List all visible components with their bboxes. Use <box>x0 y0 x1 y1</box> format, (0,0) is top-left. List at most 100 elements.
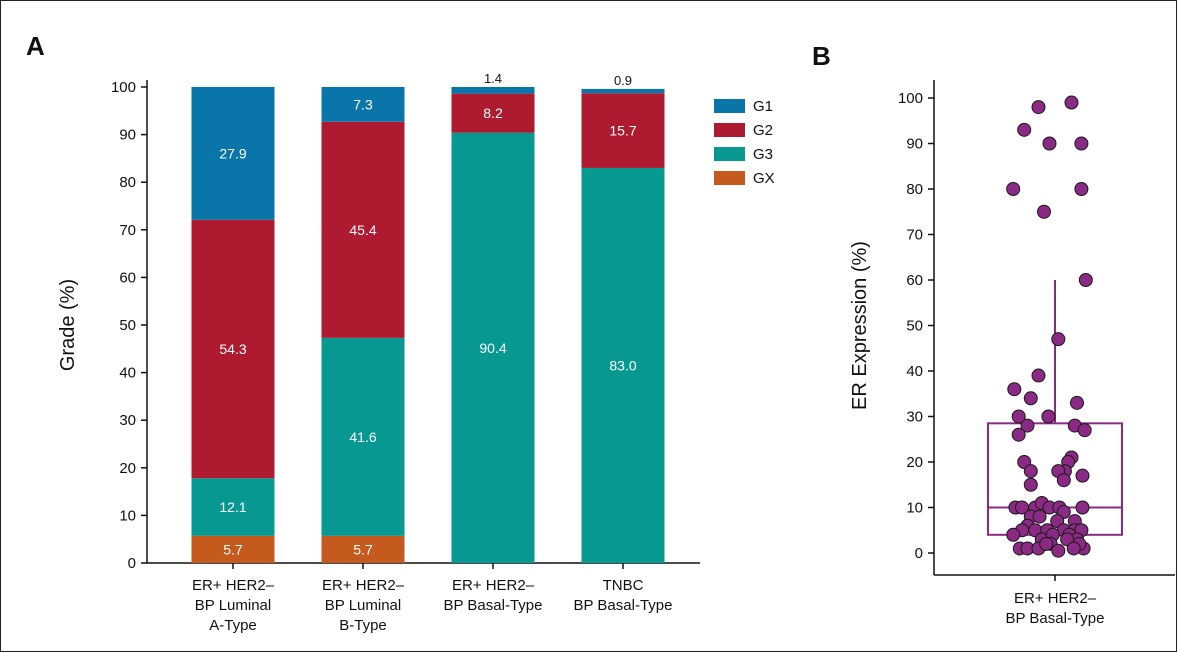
data-label: 8.2 <box>483 105 503 121</box>
data-label: 7.3 <box>353 96 373 112</box>
data-label: 45.4 <box>349 222 376 238</box>
bar-segment-g2 <box>321 121 405 338</box>
x-tick-label: TNBC <box>603 577 644 594</box>
scatter-point <box>1042 136 1057 151</box>
x-tick-label: B-Type <box>339 617 387 634</box>
data-label: 12.1 <box>219 499 246 515</box>
panel-a-label: A <box>26 31 45 61</box>
data-label: 83.0 <box>609 357 636 373</box>
bar-segment-g3 <box>321 337 405 536</box>
legend-swatch-g2 <box>714 123 745 137</box>
y-tick-label: 70 <box>119 222 136 239</box>
data-label: 5.7 <box>223 541 243 557</box>
y-tick-label: 100 <box>898 90 923 107</box>
scatter-point <box>1074 136 1089 151</box>
scatter-point <box>1051 543 1066 558</box>
bar-segment-g1 <box>581 88 665 94</box>
x-tick-label: BP Basal-Type <box>444 597 543 614</box>
scatter-point <box>1070 395 1084 410</box>
panel-b-label: B <box>812 41 831 71</box>
y-tick-label: 100 <box>111 79 136 96</box>
bar-segment-g1 <box>321 87 405 122</box>
bar-segment-g2 <box>451 93 535 133</box>
y-tick-label: 50 <box>906 318 923 335</box>
y-tick-label: 90 <box>119 127 136 144</box>
scatter-point <box>1006 527 1021 542</box>
legend-swatch-gx <box>714 171 745 185</box>
y-tick-label: 0 <box>915 545 923 562</box>
bar-segment-gx <box>191 535 275 563</box>
y-tick-label: 0 <box>128 555 136 572</box>
scatter-point <box>1077 423 1092 438</box>
scatter-point <box>1078 273 1093 287</box>
scatter-point <box>1075 468 1090 483</box>
scatter-point <box>1075 500 1090 515</box>
y-tick-label: 10 <box>119 507 136 524</box>
legend-swatch-g3 <box>714 147 745 161</box>
legend-label: G3 <box>753 146 773 163</box>
scatter-point <box>1041 409 1056 424</box>
legend-label: G1 <box>753 98 773 115</box>
scatter-point <box>1007 382 1022 397</box>
bar-segment-gx <box>321 535 405 563</box>
y-tick-label: 20 <box>119 460 136 477</box>
y-tick-label: 40 <box>906 363 923 380</box>
data-label: 5.7 <box>353 541 373 557</box>
data-label: 90.4 <box>479 340 506 356</box>
scatter-point <box>1064 95 1079 110</box>
data-label: 1.4 <box>484 71 502 86</box>
y-axis-title: Grade (%) <box>57 279 79 371</box>
x-tick-label: ER+ HER2– <box>192 577 275 594</box>
scatter-point <box>1051 332 1066 347</box>
x-tick-label: BP Luminal <box>325 597 401 614</box>
scatter-point <box>1023 391 1038 406</box>
scatter-point <box>1039 536 1054 551</box>
legend-label: G2 <box>753 122 773 139</box>
y-tick-label: 40 <box>119 365 136 382</box>
scatter-point <box>1032 509 1047 524</box>
legend-swatch-g1 <box>714 99 745 113</box>
scatter-point <box>1006 182 1021 196</box>
y-tick-label: 70 <box>906 227 923 244</box>
x-tick-label: ER+ HER2– <box>322 577 405 594</box>
scatter-point <box>1037 204 1051 219</box>
y-tick-label: 90 <box>906 136 923 153</box>
y-tick-label: 80 <box>906 181 923 198</box>
y-tick-label: 10 <box>906 500 923 517</box>
x-tick-label: ER+ HER2– <box>1014 590 1097 607</box>
bar-segment-g2 <box>191 219 275 479</box>
y-tick-label: 60 <box>906 272 923 289</box>
x-tick-label: BP Luminal <box>195 597 271 614</box>
panel-b-chart: 0 10 20 30 40 50 60 70 80 90 100 ER Expression (%) E… <box>849 80 1175 627</box>
scatter-point <box>1020 418 1035 433</box>
scatter-point <box>1031 368 1046 383</box>
data-label: 41.6 <box>349 429 376 445</box>
bar-segment-g1 <box>191 87 275 220</box>
bar-segment-g3 <box>451 132 535 564</box>
data-label: 27.9 <box>219 145 246 161</box>
data-label: 15.7 <box>609 123 636 139</box>
scatter-point <box>1031 100 1046 115</box>
y-tick-label: 50 <box>119 317 136 334</box>
data-label: 0.9 <box>614 73 632 88</box>
scatter-point <box>1066 541 1081 556</box>
scatter-point <box>1011 409 1026 424</box>
y-tick-label: 30 <box>119 412 136 429</box>
legend-label: GX <box>753 170 775 187</box>
y-tick-label: 30 <box>906 409 923 426</box>
scatter-point <box>1056 473 1071 488</box>
y-tick-label: 80 <box>119 174 136 191</box>
y-tick-label: 60 <box>119 269 136 286</box>
y-tick-label: 20 <box>906 454 923 471</box>
y-axis-title: ER Expression (%) <box>849 241 871 410</box>
bar-segment-g3 <box>581 167 665 564</box>
x-tick-label: BP Basal-Type <box>574 597 673 614</box>
scatter-point <box>1023 477 1038 492</box>
bar-segment-g1 <box>451 87 535 94</box>
bar-segment-g3 <box>191 478 275 536</box>
x-tick-label: A-Type <box>209 617 257 634</box>
scatter-point <box>1011 427 1026 442</box>
bar-segment-g2 <box>581 93 665 168</box>
